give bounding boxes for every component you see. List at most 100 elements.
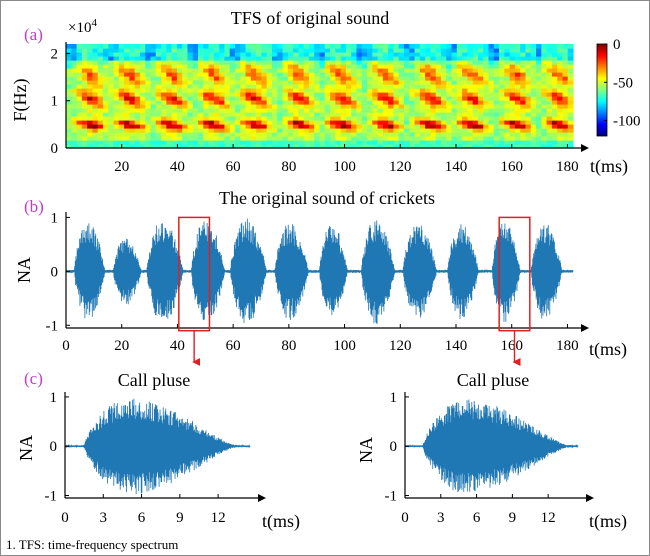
panel-a-heatmap-cell [71, 100, 78, 105]
panel-a-heatmap-cell [335, 52, 342, 57]
panel-a-heatmap-cell [118, 44, 125, 49]
panel-a-heatmap-cell [76, 92, 83, 97]
panel-a-heatmap-cell [430, 84, 437, 89]
panel-a-heatmap-cell [314, 56, 321, 61]
panel-a-heatmap-cell [171, 68, 178, 73]
panel-a-heatmap-cell [208, 128, 215, 133]
panel-a-heatmap-cell [562, 84, 569, 89]
panel-a-heatmap-cell [477, 144, 484, 149]
panel-a-heatmap-cell [208, 60, 215, 65]
panel-a-heatmap-cell [250, 108, 257, 113]
panel-a-heatmap-cell [240, 76, 247, 81]
panel-a-heatmap-cell [509, 76, 516, 81]
panel-a-heatmap-cell [345, 100, 352, 105]
panel-a-heatmap-cell [435, 96, 442, 101]
panel-a-heatmap-cell [87, 44, 94, 49]
panel-a-heatmap-cell [182, 56, 189, 61]
panel-a-heatmap-cell [425, 84, 432, 89]
panel-a-heatmap-cell [266, 116, 273, 121]
panel-a-heatmap-cell [229, 84, 236, 89]
panel-b-x-tick-label: 100 [333, 338, 356, 354]
panel-a-heatmap-cell [546, 96, 553, 101]
panel-a-heatmap-cell [351, 92, 358, 97]
panel-a-heatmap-cell [303, 44, 310, 49]
panel-a-heatmap-cell [192, 120, 199, 125]
panel-a-heatmap-cell [456, 124, 463, 129]
panel-a-heatmap-cell [530, 144, 537, 149]
panel-a-heatmap-cell [435, 68, 442, 73]
panel-a-heatmap-cell [351, 132, 358, 137]
panel-a-heatmap-cell [203, 48, 210, 53]
panel-a-heatmap-cell [546, 136, 553, 141]
panel-a-heatmap-cell [256, 108, 263, 113]
panel-a-heatmap-cell [356, 128, 363, 133]
panel-a-heatmap-cell [219, 44, 226, 49]
panel-a-heatmap-cell [219, 52, 226, 57]
panel-a-heatmap-cell [504, 112, 511, 117]
panel-a-heatmap-cell [150, 128, 157, 133]
panel-a-heatmap-cell [171, 80, 178, 85]
panel-a-heatmap-cell [102, 112, 109, 117]
panel-a-heatmap-cell [551, 80, 558, 85]
panel-a-heatmap-cell [187, 140, 194, 145]
panel-a-heatmap-cell [536, 88, 542, 93]
panel-a-heatmap-cell [557, 48, 564, 53]
panel-a-heatmap-cell [546, 116, 553, 121]
panel-a-heatmap-cell [377, 44, 384, 49]
panel-a-heatmap-cell [557, 136, 564, 141]
panel-a-heatmap-cell [382, 68, 389, 73]
panel-a-heatmap-cell [440, 48, 447, 53]
panel-a-heatmap-cell [192, 68, 199, 73]
panel-a-heatmap-cell [499, 132, 505, 137]
panel-a-heatmap-cell [567, 144, 574, 149]
panel-a-heatmap-cell [440, 104, 447, 109]
panel-a-heatmap-cell [345, 80, 352, 85]
panel-a-heatmap-cell [514, 76, 521, 81]
panel-a-heatmap-cell [240, 48, 247, 53]
panel-a-heatmap-cell [224, 92, 231, 97]
panel-a-heatmap-cell [224, 132, 231, 137]
panel-a-heatmap-cell [340, 72, 347, 77]
panel-a-heatmap-cell [97, 52, 104, 57]
panel-a-heatmap-cell [504, 140, 511, 145]
panel-a-heatmap-cell [472, 84, 479, 89]
panel-a-heatmap-cell [541, 96, 548, 101]
panel-a-heatmap-cell [409, 92, 416, 97]
panel-a-heatmap-cell [435, 88, 442, 93]
panel-a-heatmap-cell [161, 64, 167, 69]
panel-a-heatmap-cell [303, 56, 310, 61]
panel-a-heatmap-cell [187, 108, 194, 113]
panel-a-heatmap-cell [398, 104, 405, 109]
panel-a-heatmap-cell [504, 60, 511, 65]
panel-a-heatmap-cell [493, 96, 500, 101]
panel-a-heatmap-cell [435, 128, 442, 133]
panel-a-heatmap-cell [504, 56, 511, 61]
panel-a-heatmap-cell [541, 56, 548, 61]
panel-a-heatmap-cell [235, 112, 241, 117]
panel-a-heatmap-cell [488, 124, 495, 129]
panel-a-heatmap-cell [456, 112, 463, 117]
panel-a-heatmap-cell [145, 68, 152, 73]
panel-a-heatmap-cell [314, 48, 321, 53]
panel-a-heatmap-cell [462, 88, 468, 93]
panel-a-heatmap-cell [261, 96, 268, 101]
panel-a-heatmap-cell [76, 80, 83, 85]
panel-a-heatmap-cell [124, 116, 130, 121]
panel-a-heatmap-cell [71, 140, 78, 145]
panel-a-heatmap-cell [66, 68, 72, 73]
panel-a-heatmap-cell [250, 72, 257, 77]
panel-a-heatmap-cell [451, 108, 458, 113]
panel-a-heatmap-cell [525, 80, 532, 85]
panel-a-heatmap-cell [330, 140, 336, 145]
panel-a-heatmap-cell [208, 52, 215, 57]
panel-a-heatmap-cell [361, 104, 368, 109]
panel-a-heatmap-cell [213, 84, 220, 89]
panel-a-heatmap-cell [351, 88, 358, 93]
panel-a-heatmap-cell [271, 120, 278, 125]
panel-a-heatmap-cell [483, 56, 490, 61]
panel-a-heatmap-cell [483, 52, 490, 57]
panel-a-heatmap-cell [303, 108, 310, 113]
panel-a-heatmap-cell [166, 52, 173, 57]
panel-a-heatmap-cell [536, 48, 542, 53]
panel-a-heatmap-cell [493, 128, 500, 133]
